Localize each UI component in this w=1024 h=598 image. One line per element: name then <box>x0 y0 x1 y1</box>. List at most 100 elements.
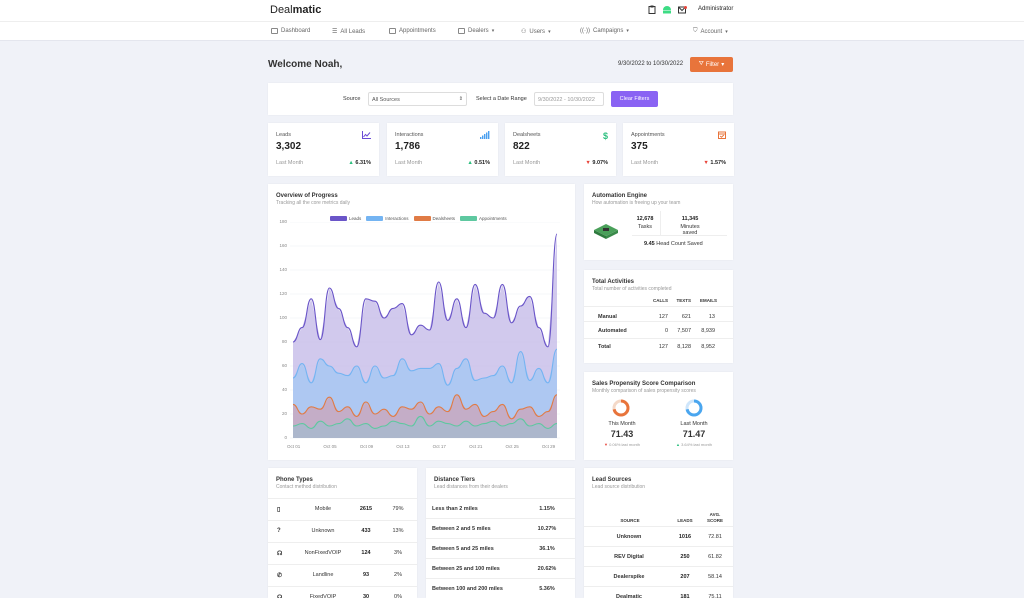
android-icon[interactable] <box>662 5 672 16</box>
user-menu[interactable]: Administrator <box>698 6 734 12</box>
nav-label: Account <box>700 28 723 35</box>
trend-up-icon: ▲ <box>467 160 473 166</box>
signal-bars-icon <box>480 131 490 141</box>
row-label: Total <box>598 344 611 350</box>
question-icon: ? <box>277 528 281 534</box>
lead-source-count: 250 <box>680 553 690 560</box>
card-subtitle: How automation is freeing up your team <box>592 200 681 206</box>
emails-value: 13 <box>708 314 715 320</box>
headcount-label: Head Count Saved <box>656 241 703 247</box>
column-header: CALLS <box>653 298 668 303</box>
card-title: Distance Tiers <box>434 477 475 483</box>
stat-card-leads[interactable]: Leads 3,302 Last Month ▲ 6.31% <box>268 123 379 176</box>
stat-value: 1,786 <box>395 141 421 152</box>
distance-tier-percent: 20.62% <box>537 565 557 572</box>
x-tick-label: Oct 29 <box>541 444 556 449</box>
phone-type-percent: 3% <box>394 550 402 556</box>
table-row: Automated 0 7,507 8,939 <box>584 321 733 339</box>
table-row: ☊ NonFixedVOIP 124 3% <box>268 542 417 563</box>
phone-type-count: 30 <box>362 594 370 598</box>
activities-card: Total Activities Total number of activit… <box>584 270 733 363</box>
table-row: Total 127 8,128 8,952 <box>584 338 733 355</box>
legend-item[interactable]: Leads <box>330 216 361 221</box>
stat-title: Leads <box>276 132 291 138</box>
trend-up-icon: ▲ <box>348 160 354 166</box>
stat-card-dealsheets[interactable]: Dealsheets $ 822 Last Month ▼ 9.07% <box>505 123 616 176</box>
tasks-label: Tasks <box>637 224 653 230</box>
this-month-label: This Month <box>608 421 636 427</box>
series-line-interactions <box>292 348 558 386</box>
phone-type-percent: 2% <box>394 572 402 578</box>
stat-card-interactions[interactable]: Interactions 1,786 Last Month ▲ 0.51% <box>387 123 498 176</box>
nav-account[interactable]: ⛉ Account ▾ <box>693 28 728 35</box>
y-tick-label: 160 <box>279 243 287 248</box>
calls-value: 0 <box>664 327 668 334</box>
broadcast-icon: ((·)) <box>580 28 590 34</box>
date-range-input[interactable]: 9/30/2022 - 10/30/2022 <box>534 92 604 106</box>
calendar-check-icon <box>718 131 726 141</box>
nav-all-leads[interactable]: ☰ All Leads <box>332 28 365 36</box>
nav-dashboard[interactable]: Dashboard <box>271 28 310 34</box>
chart-subtitle: Tracking all the core metrics daily <box>276 200 351 206</box>
card-subtitle: Lead distances from their dealers <box>434 484 508 490</box>
texts-value: 7,507 <box>677 327 691 334</box>
column-header: AVG. SCORE <box>706 512 723 523</box>
distance-tier-label: Between 5 and 25 miles <box>432 545 494 552</box>
source-select[interactable]: All Sources ⇕ <box>368 92 467 106</box>
chevron-down-icon: ▾ <box>626 28 629 34</box>
card-title: Sales Propensity Score Comparison <box>592 381 696 387</box>
stat-change: 9.07% <box>592 160 608 166</box>
distance-tier-label: Less than 2 miles <box>432 505 478 512</box>
table-row: Dealmatic 181 75.11 <box>584 586 733 598</box>
main-nav: Dashboard ☰ All Leads Appointments Dealer… <box>0 21 1024 41</box>
card-subtitle: Lead source distribution <box>592 484 646 490</box>
trend-up-icon: ▲ <box>676 442 680 447</box>
source-value: All Sources <box>372 97 400 103</box>
table-row: Between 2 and 5 miles 10.27% <box>426 518 575 538</box>
phone-type-percent: 13% <box>392 528 404 534</box>
x-tick-label: Oct 01 <box>287 444 301 449</box>
stat-title: Interactions <box>395 132 424 138</box>
distance-tiers-card: Distance Tiers Lead distances from their… <box>426 468 575 598</box>
y-tick-label: 0 <box>284 435 287 440</box>
legend-item[interactable]: Interactions <box>366 216 409 221</box>
list-icon: ☰ <box>332 29 338 35</box>
card-title: Total Activities <box>592 279 635 285</box>
nav-campaigns[interactable]: ((·)) Campaigns ▾ <box>580 28 629 34</box>
nav-appointments[interactable]: Appointments <box>389 28 436 34</box>
nav-users[interactable]: ⚇ Users ▾ <box>521 28 551 36</box>
emails-value: 8,952 <box>701 344 715 350</box>
mobile-icon: ▯ <box>277 506 281 513</box>
column-header: TEXTS <box>676 298 691 303</box>
table-row: Unknown 1016 72.81 <box>584 526 733 546</box>
series-line-dealsheets <box>292 394 558 420</box>
minutes-label: Minutes saved <box>680 224 700 236</box>
distance-tier-label: Between 2 and 5 miles <box>432 525 491 532</box>
row-label: Manual <box>598 314 617 320</box>
last-month-score: 71.47 <box>682 429 706 439</box>
legend-item[interactable]: Appointments <box>460 216 507 221</box>
nav-dealers[interactable]: Dealers ▾ <box>458 28 494 34</box>
texts-value: 8,128 <box>677 344 691 350</box>
phone-types-card: Phone Types Contact method distribution … <box>268 468 417 598</box>
series-line-leads <box>292 233 558 348</box>
filter-button[interactable]: ⛛ Filter ▾ <box>690 57 733 72</box>
y-tick-label: 140 <box>279 267 287 272</box>
clipboard-icon[interactable] <box>648 5 656 16</box>
minutes-value: 11,345 <box>681 216 699 222</box>
chevron-down-icon: ▾ <box>721 62 725 68</box>
emails-value: 8,939 <box>701 327 715 334</box>
mail-icon[interactable] <box>678 5 687 16</box>
chevron-down-icon: ▾ <box>548 28 551 35</box>
calendar-icon <box>389 28 396 34</box>
card-subtitle: Contact method distribution <box>276 484 337 490</box>
source-label: Source <box>343 96 361 102</box>
stat-card-appointments[interactable]: Appointments 375 Last Month ▼ 1.57% <box>623 123 734 176</box>
chevron-down-icon: ▾ <box>491 28 495 34</box>
nav-label: Dashboard <box>281 28 311 34</box>
legend-item[interactable]: Dealsheets <box>413 216 455 221</box>
app-logo[interactable]: Dealmatic <box>270 4 322 16</box>
y-tick-label: 20 <box>281 411 287 416</box>
phone-type-count: 93 <box>362 572 370 578</box>
clear-filters-button[interactable]: Clear Filters <box>611 91 658 107</box>
